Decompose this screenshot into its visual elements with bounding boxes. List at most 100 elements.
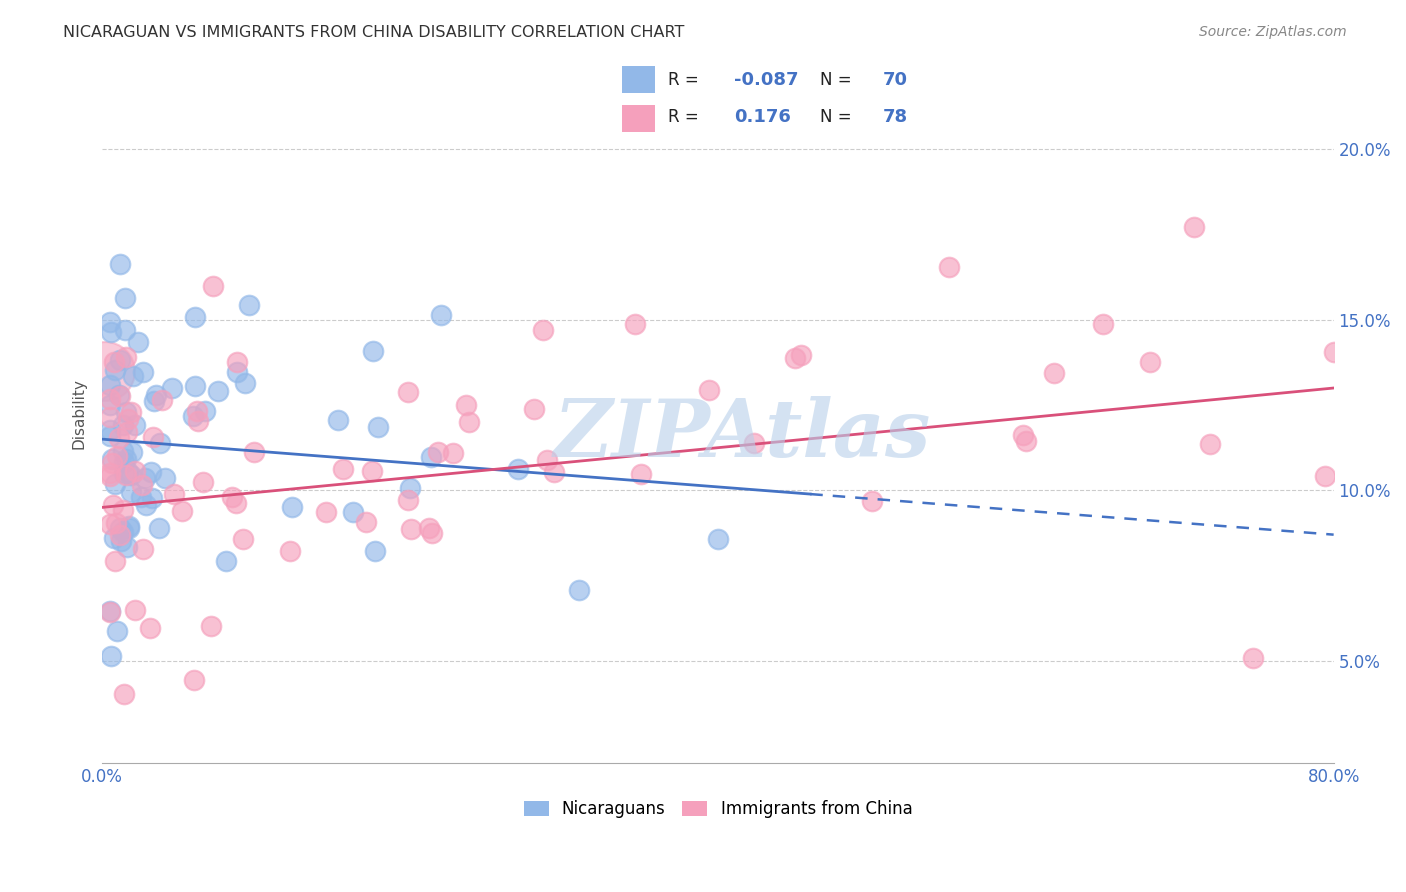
Point <box>200 619 222 633</box>
Point <box>623 318 645 332</box>
Point <box>225 365 247 379</box>
Point <box>141 491 163 505</box>
Text: R =: R = <box>668 70 704 88</box>
Point <box>108 388 131 402</box>
Point <box>104 477 127 491</box>
Text: ZIPAtlas: ZIPAtlas <box>554 396 931 474</box>
Point <box>367 420 389 434</box>
Point <box>364 544 387 558</box>
Point <box>145 387 167 401</box>
Point <box>120 405 142 419</box>
Point <box>105 449 128 463</box>
Point <box>1241 650 1264 665</box>
Point <box>354 515 377 529</box>
Point <box>98 469 121 483</box>
Point <box>523 401 546 416</box>
Point <box>98 429 121 443</box>
Text: 78: 78 <box>883 108 908 126</box>
Point <box>98 604 121 618</box>
Point <box>232 532 254 546</box>
FancyBboxPatch shape <box>621 105 655 132</box>
Point <box>938 260 960 274</box>
Point <box>506 462 529 476</box>
Point <box>118 521 141 535</box>
Point <box>426 444 449 458</box>
Point <box>101 498 124 512</box>
Point <box>98 392 121 406</box>
Point <box>143 393 166 408</box>
Point <box>170 504 193 518</box>
Point <box>361 464 384 478</box>
Point <box>418 521 440 535</box>
Point <box>396 384 419 399</box>
Text: Source: ZipAtlas.com: Source: ZipAtlas.com <box>1199 25 1347 39</box>
Point <box>202 279 225 293</box>
Point <box>1015 434 1038 448</box>
Point <box>104 554 127 568</box>
Point <box>1313 468 1336 483</box>
Point <box>531 323 554 337</box>
Point <box>94 364 117 378</box>
Point <box>1139 355 1161 369</box>
Point <box>420 450 443 465</box>
Point <box>183 409 205 423</box>
Point <box>225 496 247 510</box>
Point <box>98 605 121 619</box>
Point <box>420 526 443 541</box>
Point <box>108 257 131 271</box>
Text: 70: 70 <box>883 70 907 88</box>
Point <box>124 603 146 617</box>
Point <box>117 411 139 425</box>
Point <box>243 445 266 459</box>
Point <box>114 291 136 305</box>
Point <box>430 308 453 322</box>
Point <box>153 471 176 485</box>
Point <box>115 404 138 418</box>
Point <box>127 334 149 349</box>
Point <box>112 418 135 433</box>
Point <box>98 398 121 412</box>
Point <box>108 521 131 535</box>
Point <box>120 485 142 500</box>
Point <box>1199 437 1222 451</box>
Point <box>278 544 301 558</box>
Point <box>115 541 138 555</box>
Point <box>149 435 172 450</box>
Point <box>111 524 134 539</box>
Point <box>328 413 350 427</box>
Point <box>129 491 152 505</box>
Point <box>111 443 134 458</box>
Point <box>115 425 138 439</box>
Point <box>98 410 121 425</box>
Point <box>108 528 131 542</box>
Point <box>150 393 173 408</box>
Point <box>108 389 131 403</box>
Point <box>103 531 125 545</box>
Point <box>457 415 479 429</box>
Point <box>790 348 813 362</box>
Point <box>332 462 354 476</box>
Point <box>118 518 141 533</box>
Point <box>183 310 205 324</box>
Point <box>441 446 464 460</box>
Point <box>238 298 260 312</box>
Point <box>233 376 256 390</box>
Point <box>315 505 337 519</box>
Point <box>114 468 136 483</box>
Point <box>191 475 214 489</box>
Point <box>103 355 125 369</box>
Point <box>100 649 122 664</box>
Point <box>568 582 591 597</box>
Point <box>342 505 364 519</box>
Text: -0.087: -0.087 <box>734 70 799 88</box>
Point <box>543 465 565 479</box>
Point <box>536 452 558 467</box>
Point <box>1091 318 1114 332</box>
Point <box>100 325 122 339</box>
Point <box>115 351 138 365</box>
Point <box>100 457 122 471</box>
Point <box>1043 367 1066 381</box>
Point <box>401 522 423 536</box>
Point <box>115 451 138 466</box>
Point <box>396 492 419 507</box>
